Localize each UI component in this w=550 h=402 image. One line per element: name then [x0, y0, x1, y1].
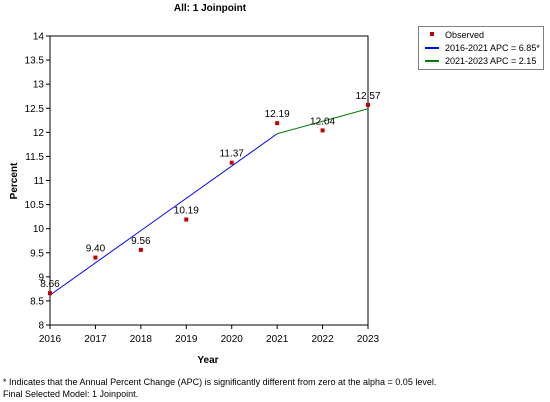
y-tick-label-12: 14	[33, 32, 45, 43]
legend: Observed 2016-2021 APC = 6.85* 2021-2023…	[418, 26, 544, 70]
y-tick-label-11: 13.5	[25, 56, 45, 67]
legend-segment-1-line	[425, 47, 439, 49]
x-tick-label-1: 2017	[84, 334, 107, 345]
footnote-significance: * Indicates that the Annual Percent Chan…	[3, 377, 437, 387]
legend-item-segment-2: 2021-2023 APC = 2.15	[419, 55, 543, 67]
y-tick-label-9: 12.5	[25, 104, 45, 115]
footnote-final-model: Final Selected Model: 1 Joinpoint.	[3, 389, 139, 399]
y-tick-label-1: 8.5	[30, 296, 44, 307]
observed-point-2016	[48, 291, 52, 296]
legend-item-observed: Observed	[419, 29, 543, 41]
y-axis-title: Percent	[9, 162, 20, 199]
data-label-2020: 11.37	[220, 149, 245, 160]
data-label-2021: 12.19	[265, 109, 290, 120]
x-tick-label-0: 2016	[39, 334, 62, 345]
plot-frame	[49, 35, 369, 326]
legend-observed-label: Observed	[445, 30, 485, 40]
legend-item-segment-1: 2016-2021 APC = 6.85*	[419, 42, 543, 54]
x-tick-label-7: 2023	[357, 334, 380, 345]
observed-point-2023	[366, 102, 370, 107]
observed-point-2019	[184, 217, 189, 222]
legend-segment-2-line	[425, 60, 439, 62]
observed-point-2020	[229, 160, 234, 165]
legend-segment-2-label: 2021-2023 APC = 2.15	[445, 56, 537, 66]
y-tick-label-0: 8	[38, 321, 44, 332]
y-tick-label-3: 9.5	[30, 248, 44, 259]
x-tick-label-6: 2022	[311, 334, 334, 345]
y-tick-label-10: 13	[33, 80, 45, 91]
observed-point-2018	[138, 247, 143, 252]
legend-segment-1-label: 2016-2021 APC = 6.85*	[445, 43, 540, 53]
data-label-2017: 9.40	[86, 244, 106, 255]
y-tick-label-2: 9	[38, 272, 44, 283]
segment-line-2	[277, 108, 369, 135]
observed-point-2017	[93, 255, 98, 260]
observed-point-2022	[320, 128, 325, 133]
y-tick-label-5: 10.5	[25, 200, 45, 211]
observed-point-2021	[275, 121, 280, 126]
y-tick-label-7: 11.5	[25, 152, 44, 163]
data-label-2022: 12.04	[310, 116, 335, 127]
footnotes: * Indicates that the Annual Percent Chan…	[3, 376, 436, 400]
x-tick-label-5: 2021	[266, 334, 289, 345]
data-label-2019: 10.19	[174, 206, 199, 217]
data-label-2016: 8.66	[40, 279, 60, 290]
x-tick-label-2: 2018	[130, 334, 153, 345]
data-label-2023: 12.57	[355, 91, 380, 102]
chart-title: All: 1 Joinpoint	[173, 3, 247, 14]
y-tick-label-4: 10	[33, 224, 45, 235]
data-label-2018: 9.56	[131, 236, 151, 247]
x-tick-label-4: 2020	[221, 334, 244, 345]
y-tick-label-8: 12	[33, 128, 45, 139]
x-tick-label-3: 2019	[175, 334, 198, 345]
legend-observed-marker	[430, 32, 434, 36]
segment-line-1	[49, 133, 278, 296]
x-axis-title: Year	[197, 355, 218, 366]
y-tick-label-6: 11	[34, 176, 45, 187]
